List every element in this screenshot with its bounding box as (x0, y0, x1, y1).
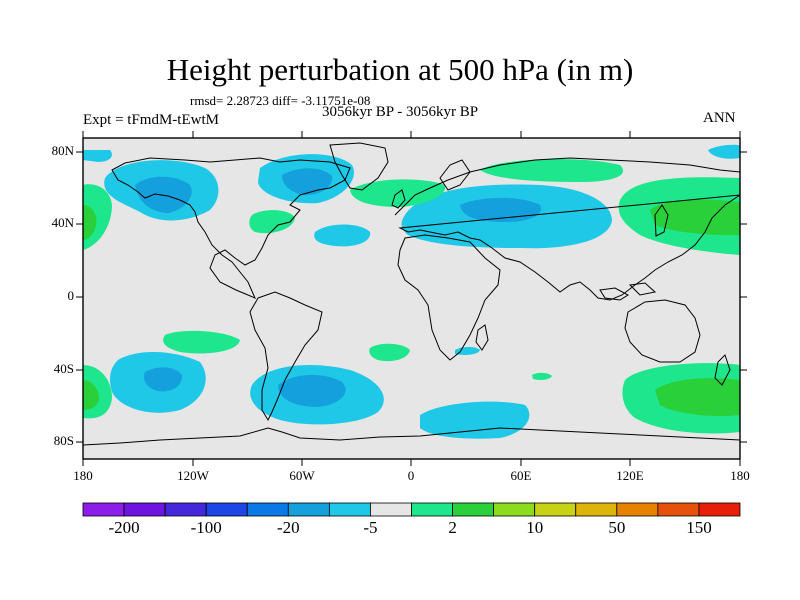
contour-fields (83, 144, 740, 439)
positive-anomaly-siberia (480, 158, 624, 182)
positive-anomaly-south-indian-small (532, 372, 552, 380)
coastline-indonesia (599, 282, 657, 301)
lon-tick-label: 180 (73, 468, 93, 483)
negative-core-greenland (282, 168, 333, 196)
colorbar-box (616, 502, 659, 517)
lat-tick-label: 80N (51, 143, 74, 158)
colorbar-box (411, 502, 453, 517)
lat-tick-label: 0 (67, 288, 75, 303)
colorbar-label: 2 (448, 518, 457, 537)
colorbar-label: 10 (526, 518, 544, 537)
lat-tick-marks (76, 151, 747, 443)
positive-core-southwest-pacific (83, 380, 100, 410)
positive-core-north-pacific-west (83, 205, 97, 240)
colorbar-box (328, 502, 371, 517)
lat-tick-label: 40N (51, 215, 74, 230)
coastline-greenland (329, 142, 389, 191)
colorbar-box (657, 502, 700, 517)
coastline-new-zealand (714, 354, 731, 386)
experiment-label: Expt = tFmdM-tEwtM (83, 112, 219, 128)
colorbar-label: 150 (686, 518, 712, 537)
lat-tick-label: 40S (53, 361, 74, 376)
coastlines (82, 142, 741, 446)
coastline-africa (397, 234, 501, 361)
coastline-north-america (111, 157, 351, 299)
negative-anomaly-arctic-east (708, 144, 740, 159)
coastline-madagascar (475, 324, 489, 351)
colorbar-box (82, 502, 125, 517)
lon-tick-label: 60W (289, 468, 315, 483)
negative-core-drake-passage (278, 374, 346, 407)
coastline-japan (654, 204, 669, 237)
coastline-british-isles (391, 189, 406, 209)
colorbar-box (534, 502, 577, 517)
lon-tick-label: 120E (616, 468, 644, 483)
coastline-scandinavia (439, 159, 471, 191)
coastline-australia (624, 299, 701, 363)
colorbar-box (123, 502, 166, 517)
colorbar-label: 50 (608, 518, 626, 537)
lon-tick-label: 180 (730, 468, 750, 483)
colorbar-box (370, 502, 412, 517)
lon-tick-marks (82, 131, 741, 466)
positive-anomaly-south-atlantic (369, 343, 410, 362)
colorbar-box (287, 502, 330, 517)
negative-anomaly-arctic-west (83, 150, 112, 162)
season-label: ANN (703, 110, 736, 126)
positive-core-east-asia (650, 199, 740, 236)
lon-tick-label: 60E (510, 468, 532, 483)
coastline-south-america (249, 291, 323, 422)
colorbar-box (698, 502, 741, 517)
colorbar-box (575, 502, 618, 517)
lon-tick-label: 0 (407, 468, 415, 483)
colorbar-box (246, 502, 289, 517)
colorbar (82, 502, 741, 517)
positive-anomaly-south-pacific-central (163, 330, 240, 354)
period-text: 3056kyr BP - 3056kyr BP (322, 104, 479, 120)
colorbar-box (205, 502, 248, 517)
lon-tick-label: 120W (177, 468, 209, 483)
colorbar-box (493, 502, 536, 517)
coastline-antarctica (82, 427, 741, 446)
coastline-eurasia (394, 157, 741, 301)
stats-text: rmsd= 2.28723 diff= -3.11751e-08 (190, 93, 371, 108)
positive-core-south-east-pacific (655, 378, 740, 416)
plot-title: Height perturbation at 500 hPa (in m) (166, 52, 634, 87)
negative-anomaly-south-indian (420, 401, 530, 439)
colorbar-label: -100 (190, 518, 222, 537)
colorbar-label: -20 (276, 518, 300, 537)
colorbar-label: -200 (108, 518, 140, 537)
positive-anomaly-labrador (249, 210, 295, 234)
lat-tick-label: 80S (53, 433, 74, 448)
negative-anomaly-atlantic (314, 224, 371, 247)
negative-core-south-pacific (144, 367, 183, 392)
colorbar-box (164, 502, 207, 517)
colorbar-label: -5 (363, 518, 378, 537)
colorbar-box (452, 502, 495, 517)
